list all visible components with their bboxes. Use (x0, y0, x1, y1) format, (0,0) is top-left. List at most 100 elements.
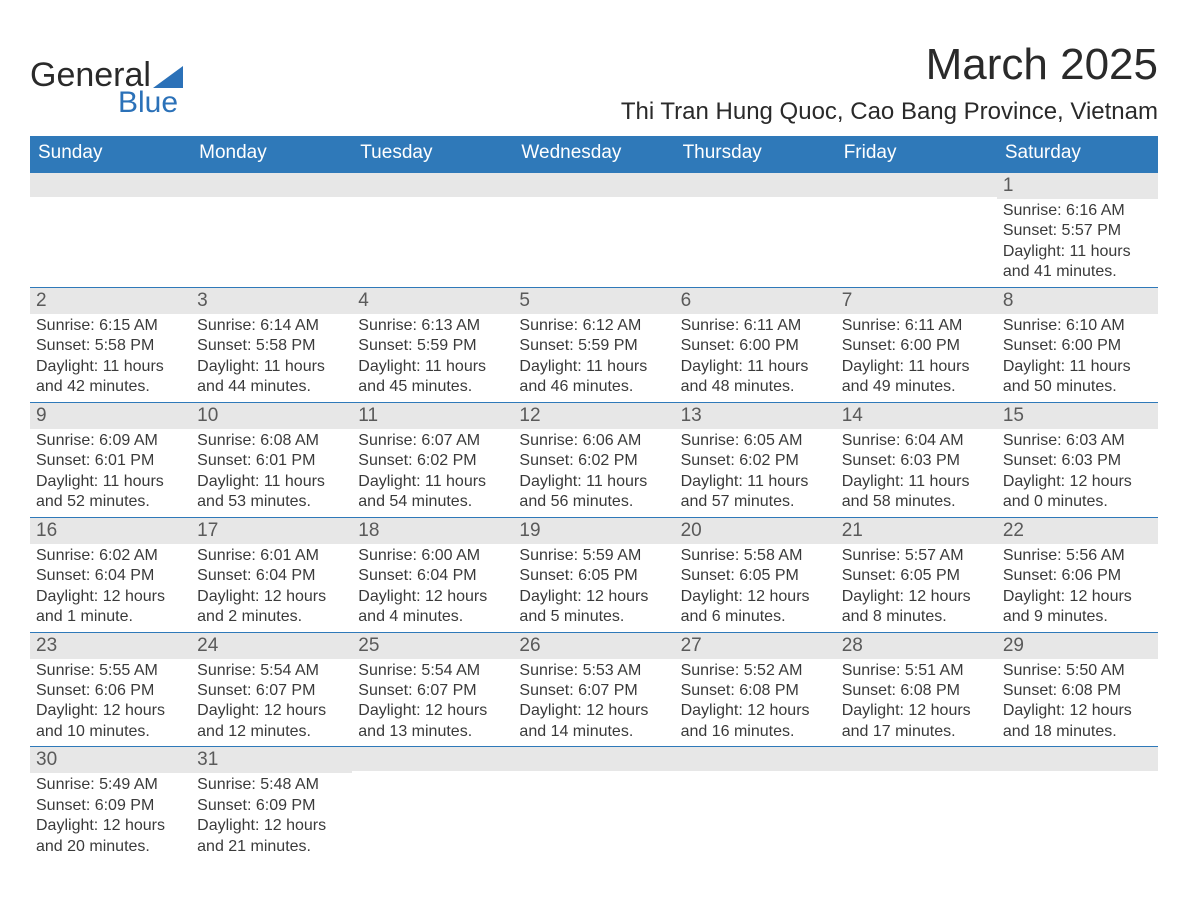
daylight-text-2: and 20 minutes. (36, 837, 185, 857)
daylight-text-2: and 52 minutes. (36, 492, 185, 512)
sunset-text: Sunset: 6:05 PM (681, 566, 830, 586)
calendar-body: 1Sunrise: 6:16 AMSunset: 5:57 PMDaylight… (30, 172, 1158, 861)
day-number: 4 (352, 288, 513, 314)
week-row: 23Sunrise: 5:55 AMSunset: 6:06 PM Dayligh… (30, 632, 1158, 747)
day-cell-empty (675, 747, 836, 861)
sunset-text: Sunset: 6:05 PM (842, 566, 991, 586)
logo-triangle-icon (153, 66, 183, 88)
daylight-text-2: and 54 minutes. (358, 492, 507, 512)
daylight-text-1: Daylight: 11 hours (681, 357, 830, 377)
daylight-text-2: and 56 minutes. (519, 492, 668, 512)
day-number (997, 747, 1158, 771)
day-cell: 20Sunrise: 5:58 AMSunset: 6:05 PMDayligh… (675, 518, 836, 632)
sunrise-text: Sunrise: 6:08 AM (197, 431, 346, 451)
sunset-text: Sunset: 6:08 PM (681, 681, 830, 701)
day-number: 25 (352, 633, 513, 659)
day-number: 28 (836, 633, 997, 659)
day-cell: 19Sunrise: 5:59 AMSunset: 6:05 PMDayligh… (513, 518, 674, 632)
daylight-text-1: Daylight: 11 hours (197, 472, 346, 492)
sunset-text: Sunset: 6:06 PM (36, 681, 185, 701)
location-subtitle: Thi Tran Hung Quoc, Cao Bang Province, V… (621, 98, 1158, 126)
day-number: 6 (675, 288, 836, 314)
day-cell: 1Sunrise: 6:16 AMSunset: 5:57 PMDaylight… (997, 173, 1158, 287)
daylight-text-2: and 50 minutes. (1003, 377, 1152, 397)
weekday-header: Thursday (675, 136, 836, 172)
day-cell: 9Sunrise: 6:09 AMSunset: 6:01 PMDaylight… (30, 403, 191, 517)
daylight-text-2: and 6 minutes. (681, 607, 830, 627)
day-number: 7 (836, 288, 997, 314)
sunset-text: Sunset: 6:05 PM (519, 566, 668, 586)
daylight-text-2: and 1 minute. (36, 607, 185, 627)
sunrise-text: Sunrise: 6:13 AM (358, 316, 507, 336)
sunset-text: Sunset: 6:07 PM (197, 681, 346, 701)
daylight-text-2: and 45 minutes. (358, 377, 507, 397)
sunset-text: Sunset: 5:57 PM (1003, 221, 1152, 241)
sunrise-text: Sunrise: 5:49 AM (36, 775, 185, 795)
daylight-text-2: and 8 minutes. (842, 607, 991, 627)
daylight-text-2: and 2 minutes. (197, 607, 346, 627)
sunset-text: Sunset: 6:00 PM (842, 336, 991, 356)
day-number (836, 747, 997, 771)
sunrise-text: Sunrise: 5:57 AM (842, 546, 991, 566)
day-cell: 6Sunrise: 6:11 AMSunset: 6:00 PMDaylight… (675, 288, 836, 402)
day-number (836, 173, 997, 197)
day-cell: 10Sunrise: 6:08 AMSunset: 6:01 PMDayligh… (191, 403, 352, 517)
day-number: 31 (191, 747, 352, 773)
daylight-text-1: Daylight: 12 hours (681, 587, 830, 607)
header: General Blue March 2025 Thi Tran Hung Qu… (30, 40, 1158, 126)
sunset-text: Sunset: 6:09 PM (197, 796, 346, 816)
day-number: 18 (352, 518, 513, 544)
sunset-text: Sunset: 6:08 PM (1003, 681, 1152, 701)
sunset-text: Sunset: 6:06 PM (1003, 566, 1152, 586)
daylight-text-2: and 53 minutes. (197, 492, 346, 512)
day-cell: 7Sunrise: 6:11 AMSunset: 6:00 PMDaylight… (836, 288, 997, 402)
day-number: 14 (836, 403, 997, 429)
day-cell: 23Sunrise: 5:55 AMSunset: 6:06 PMDayligh… (30, 633, 191, 747)
daylight-text-2: and 44 minutes. (197, 377, 346, 397)
title-block: March 2025 Thi Tran Hung Quoc, Cao Bang … (621, 40, 1158, 126)
sunset-text: Sunset: 5:59 PM (519, 336, 668, 356)
sunset-text: Sunset: 6:03 PM (842, 451, 991, 471)
sunrise-text: Sunrise: 5:55 AM (36, 661, 185, 681)
sunset-text: Sunset: 6:07 PM (519, 681, 668, 701)
weekday-header: Tuesday (352, 136, 513, 172)
daylight-text-2: and 48 minutes. (681, 377, 830, 397)
day-number (513, 173, 674, 197)
week-row: 30Sunrise: 5:49 AMSunset: 6:09 PMDayligh… (30, 746, 1158, 861)
daylight-text-1: Daylight: 11 hours (358, 472, 507, 492)
day-cell-empty (997, 747, 1158, 861)
daylight-text-2: and 42 minutes. (36, 377, 185, 397)
sunrise-text: Sunrise: 6:15 AM (36, 316, 185, 336)
sunrise-text: Sunrise: 5:58 AM (681, 546, 830, 566)
day-cell: 15Sunrise: 6:03 AMSunset: 6:03 PMDayligh… (997, 403, 1158, 517)
sunrise-text: Sunrise: 5:52 AM (681, 661, 830, 681)
day-number: 23 (30, 633, 191, 659)
day-cell: 12Sunrise: 6:06 AMSunset: 6:02 PMDayligh… (513, 403, 674, 517)
daylight-text-1: Daylight: 12 hours (197, 816, 346, 836)
day-cell: 16Sunrise: 6:02 AMSunset: 6:04 PMDayligh… (30, 518, 191, 632)
day-cell: 13Sunrise: 6:05 AMSunset: 6:02 PMDayligh… (675, 403, 836, 517)
day-cell: 5Sunrise: 6:12 AMSunset: 5:59 PMDaylight… (513, 288, 674, 402)
daylight-text-1: Daylight: 11 hours (358, 357, 507, 377)
sunrise-text: Sunrise: 6:05 AM (681, 431, 830, 451)
day-number (675, 747, 836, 771)
sunrise-text: Sunrise: 6:06 AM (519, 431, 668, 451)
sunset-text: Sunset: 6:02 PM (358, 451, 507, 471)
daylight-text-1: Daylight: 12 hours (842, 701, 991, 721)
daylight-text-1: Daylight: 11 hours (36, 357, 185, 377)
day-cell: 3Sunrise: 6:14 AMSunset: 5:58 PMDaylight… (191, 288, 352, 402)
sunset-text: Sunset: 6:03 PM (1003, 451, 1152, 471)
day-cell: 25Sunrise: 5:54 AMSunset: 6:07 PMDayligh… (352, 633, 513, 747)
daylight-text-2: and 0 minutes. (1003, 492, 1152, 512)
daylight-text-1: Daylight: 11 hours (681, 472, 830, 492)
day-cell: 27Sunrise: 5:52 AMSunset: 6:08 PMDayligh… (675, 633, 836, 747)
sunset-text: Sunset: 6:09 PM (36, 796, 185, 816)
day-cell: 18Sunrise: 6:00 AMSunset: 6:04 PMDayligh… (352, 518, 513, 632)
day-cell-empty (836, 747, 997, 861)
daylight-text-2: and 9 minutes. (1003, 607, 1152, 627)
daylight-text-1: Daylight: 11 hours (1003, 242, 1152, 262)
day-number: 2 (30, 288, 191, 314)
day-cell-empty (675, 173, 836, 287)
day-cell-empty (513, 747, 674, 861)
day-number: 26 (513, 633, 674, 659)
